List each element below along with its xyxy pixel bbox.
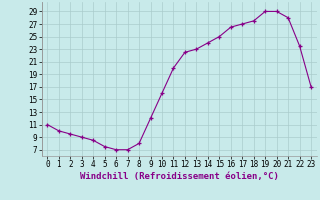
X-axis label: Windchill (Refroidissement éolien,°C): Windchill (Refroidissement éolien,°C) <box>80 172 279 181</box>
